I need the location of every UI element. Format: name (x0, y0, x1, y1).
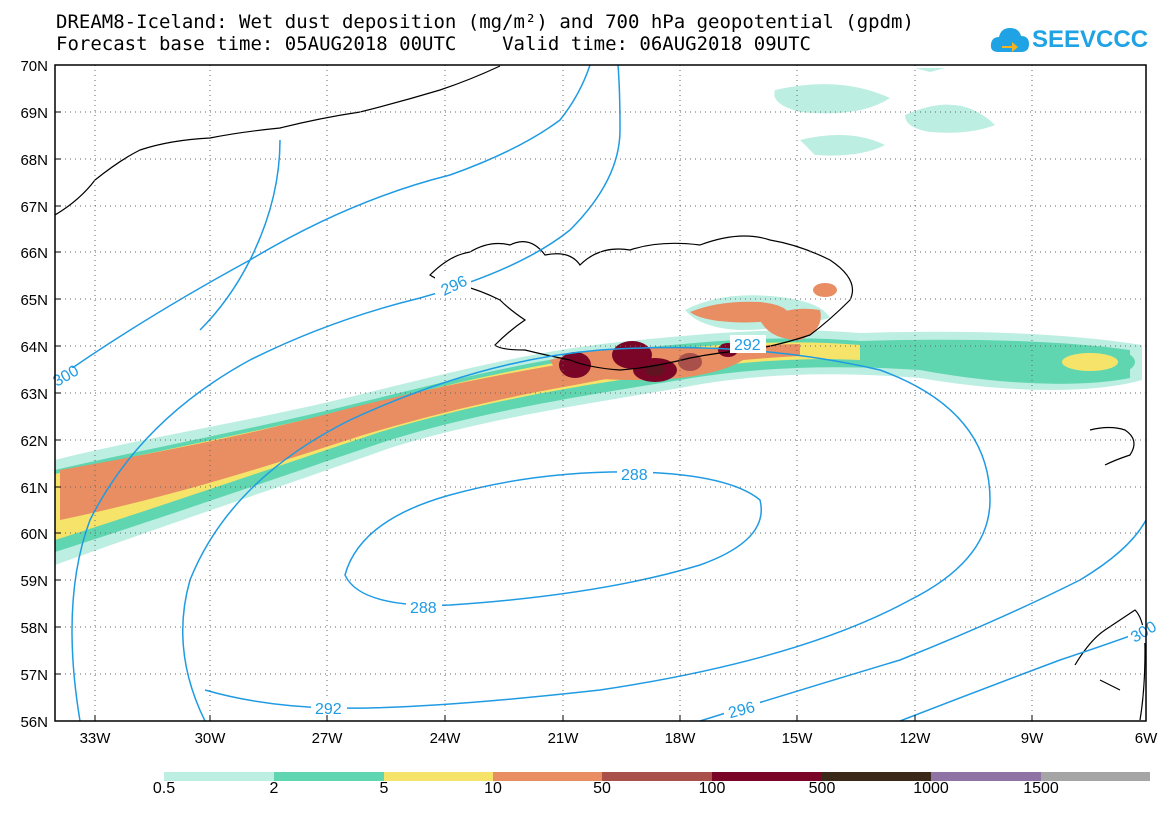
contour-label-292-bottom: 292 (315, 701, 342, 718)
lat-label: 61N (20, 480, 48, 497)
lat-label: 63N (20, 386, 48, 403)
lat-label: 65N (20, 292, 48, 309)
lon-label: 15W (782, 730, 814, 747)
colorbar-swatch (602, 772, 712, 781)
lon-label: 18W (665, 730, 697, 747)
latitude-labels: 70N 69N 68N 67N 66N 65N 64N 63N 62N 61N … (20, 58, 48, 731)
colorbar-swatch (493, 772, 602, 781)
geopotential-contours (55, 65, 1146, 721)
lon-label: 12W (900, 730, 932, 747)
colorbar-label: 1500 (1023, 780, 1059, 797)
lon-label: 6W (1135, 730, 1158, 747)
contour-300-south (899, 629, 1146, 721)
lat-label: 62N (20, 433, 48, 450)
lat-label: 64N (20, 339, 48, 356)
lat-label: 69N (20, 105, 48, 122)
lat-label: 58N (20, 620, 48, 637)
contour-greenland-edge (199, 139, 281, 331)
lon-label: 9W (1021, 730, 1044, 747)
colorbar-label: 50 (593, 780, 611, 797)
colorbar-swatch (931, 772, 1041, 781)
lat-label: 68N (20, 152, 48, 169)
axis-ticks (55, 111, 1033, 721)
longitude-labels: 33W 30W 27W 24W 21W 18W 15W 12W 9W 6W (80, 730, 1159, 747)
contour-label-296-bottom: 296 (727, 699, 757, 722)
colorbar-swatch (822, 772, 931, 781)
lat-label: 57N (20, 667, 48, 684)
colorbar-swatch (274, 772, 384, 781)
lat-label: 56N (20, 714, 48, 731)
colorbar-label: 10 (484, 780, 502, 797)
contour-296-north (71, 65, 621, 721)
map-title: DREAM8-Iceland: Wet dust deposition (mg/… (56, 11, 914, 33)
colorbar-swatch (384, 772, 493, 781)
lon-label: 24W (430, 730, 462, 747)
lon-label: 33W (80, 730, 112, 747)
logo-text: SEEVCCC (1032, 26, 1149, 53)
greenland-coastline (55, 65, 501, 216)
faroe-coastline (1089, 426, 1135, 466)
scotland-coastline (1074, 609, 1146, 721)
contour-296-south (699, 519, 1146, 721)
map-area (55, 65, 1146, 721)
iceland-coastline (429, 235, 854, 371)
colorbar-label: 0.5 (152, 780, 176, 797)
lat-label: 59N (20, 573, 48, 590)
colorbar-label: 1000 (913, 780, 949, 797)
colorbar-swatch (164, 772, 274, 781)
lon-label: 30W (195, 730, 227, 747)
colorbar-label: 2 (269, 780, 279, 797)
contour-label-292-top: 292 (734, 337, 761, 354)
colorbar-swatch (712, 772, 822, 781)
contour-label-288-top: 288 (621, 467, 648, 484)
colorbar-swatch (1041, 772, 1150, 781)
colorbar-label: 100 (698, 780, 726, 797)
dust-deposition-field (55, 68, 1142, 565)
lat-label: 67N (20, 199, 48, 216)
contour-292 (182, 346, 991, 721)
contour-300 (55, 65, 591, 381)
lat-label: 60N (20, 526, 48, 543)
colorbar-label: 500 (808, 780, 836, 797)
map-subtitle: Forecast base time: 05AUG2018 00UTC Vali… (56, 33, 811, 55)
lon-label: 27W (312, 730, 344, 747)
lat-label: 70N (20, 58, 48, 75)
lon-label: 21W (548, 730, 580, 747)
cloud-icon (990, 28, 1029, 52)
contour-label-288-bottom: 288 (410, 600, 437, 617)
seevccc-logo: SEEVCCC (990, 22, 1165, 58)
graticule (55, 65, 1146, 721)
colorbar-label: 5 (379, 780, 389, 797)
contour-288 (344, 471, 762, 606)
coastlines (55, 65, 1146, 721)
colorbar (164, 772, 1150, 781)
lat-label: 66N (20, 245, 48, 262)
